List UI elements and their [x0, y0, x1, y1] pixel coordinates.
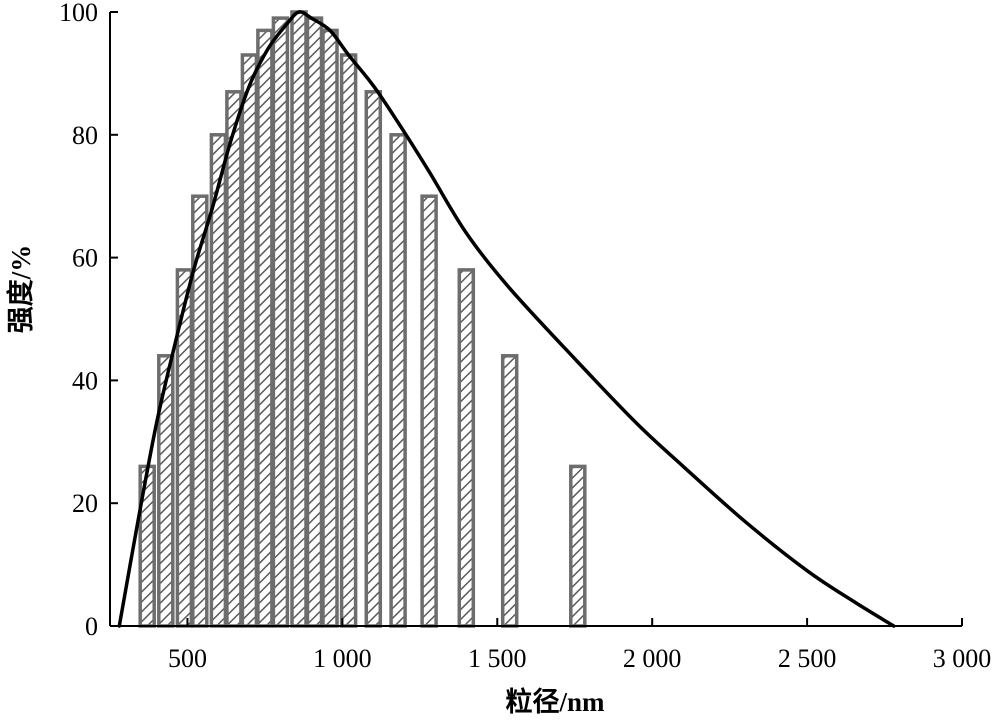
y-tick-label: 0 — [85, 612, 98, 641]
y-axis-label: 强度/% — [5, 245, 36, 334]
bar — [389, 133, 407, 628]
bar-series — [138, 10, 587, 628]
x-tick-label: 1 000 — [313, 644, 372, 673]
y-tick-label: 100 — [59, 0, 98, 27]
bar — [339, 53, 358, 628]
x-tick-label: 500 — [168, 644, 207, 673]
bar — [240, 53, 259, 628]
bar — [457, 268, 476, 628]
y-tick-label: 40 — [72, 366, 98, 395]
bar — [321, 28, 339, 628]
bar — [271, 16, 290, 628]
bar — [256, 28, 274, 628]
tick-labels: 0 20 40 60 80 100 500 1 000 1 500 2 000 2 500 3 000 — [59, 0, 991, 673]
bar — [364, 90, 383, 628]
x-tick-label: 2 000 — [623, 644, 682, 673]
bar — [420, 194, 438, 628]
bar — [500, 354, 519, 628]
x-tick-label: 1 500 — [468, 644, 527, 673]
x-tick-label: 3 000 — [933, 644, 992, 673]
y-tick-label: 60 — [72, 244, 98, 273]
axes — [109, 11, 963, 627]
y-tick-label: 80 — [72, 121, 98, 150]
bar — [290, 10, 308, 628]
bar — [569, 464, 587, 628]
bar — [305, 16, 324, 628]
x-tick-label: 2 500 — [778, 644, 837, 673]
y-tick-label: 20 — [72, 489, 98, 518]
x-axis-label: 粒径/nm — [505, 687, 605, 717]
distribution-curve — [117, 10, 896, 628]
bar — [225, 90, 243, 628]
